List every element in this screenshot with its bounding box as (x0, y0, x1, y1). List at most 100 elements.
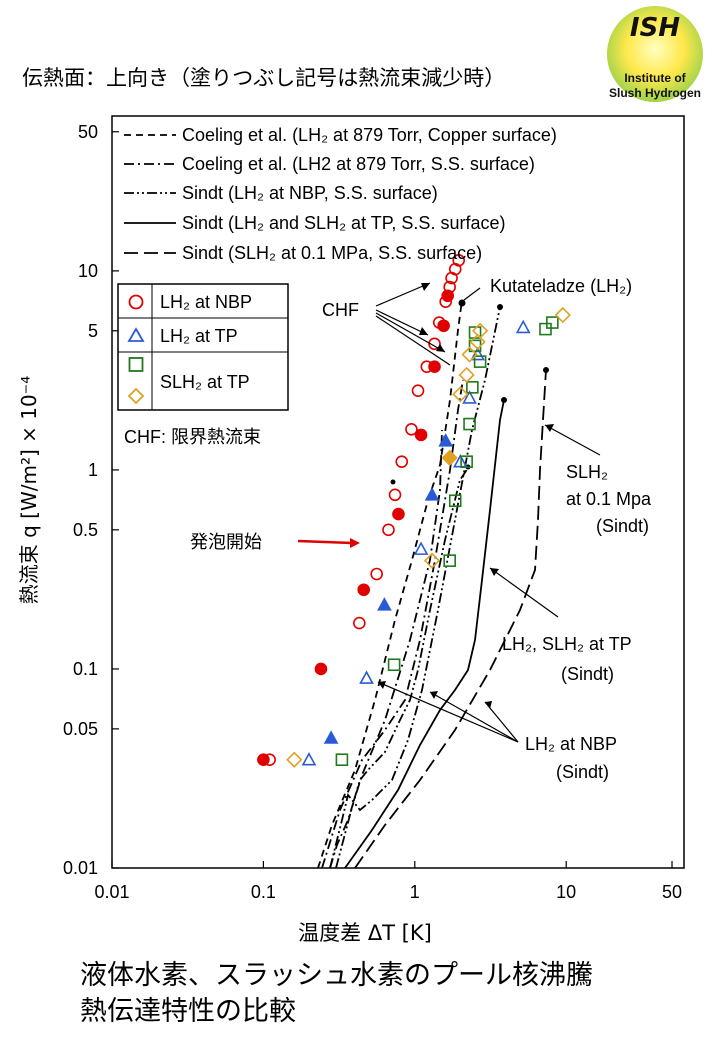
data-point-diamond (469, 333, 486, 350)
data-point-circle-filled (428, 360, 441, 374)
y-tick-label: 0.01 (63, 858, 98, 878)
chf-head-1 (421, 283, 430, 291)
data-point-circle-filled (357, 583, 371, 597)
data-point-diamond (286, 751, 303, 768)
y-tick-label: 5 (88, 321, 98, 341)
chf-arrow-3 (375, 312, 446, 353)
sindt-tp-curve (344, 399, 505, 869)
kutateladze-label: Kutateladze (LH₂) (490, 276, 632, 296)
legend-text-1: Coeling et al. (LH₂ at 879 Torr, Copper … (182, 125, 557, 145)
chf-arrow-4 (375, 315, 451, 366)
sindt-nbp-curve (329, 306, 501, 869)
sindt-nbp-end (497, 304, 503, 310)
kutateladze-point (458, 299, 466, 307)
slh2-label-2: at 0.1 Mpa (566, 489, 652, 509)
header-caption: 伝熱面：上向き（塗りつぶし記号は熱流束減少時） (22, 66, 506, 90)
curve-endpoints (390, 299, 549, 485)
y-tick-label: 0.5 (73, 520, 98, 540)
slh2-label-3: (Sindt) (596, 516, 649, 536)
slh2-head (545, 424, 554, 432)
data-point-square (387, 658, 401, 672)
nbp-label-1: LH₂ at NBP (525, 734, 617, 754)
data-point-circle (452, 254, 466, 267)
data-point-circle (411, 384, 425, 398)
chf-head-3 (436, 344, 445, 352)
data-point-circle (388, 488, 402, 502)
data-point-square (460, 455, 473, 468)
chf-head-2 (419, 327, 428, 335)
data-point-diamond (554, 306, 571, 324)
x-tick-label: 0.01 (94, 882, 129, 902)
data-point-diamond (423, 552, 441, 569)
y-tick-label: 1 (88, 460, 98, 480)
data-point-circle (382, 523, 395, 537)
nbp-arrow-3 (484, 701, 519, 743)
nbp-arrow-2 (429, 691, 519, 743)
sindt-nbp-curve-2 (335, 467, 469, 869)
tp-arrow (489, 567, 559, 618)
chf-arrow-1 (375, 282, 431, 307)
data-point-circle (370, 567, 383, 581)
y-axis-ticks: 0.01 0.05 0.1 0.5 1 5 10 50 (63, 122, 119, 878)
kutateladze-arrow (463, 287, 481, 301)
data-markers (257, 254, 571, 768)
sindt-slh2-end (543, 367, 549, 373)
data-point-circle-filled (257, 753, 270, 767)
data-point-triangle-filled (377, 597, 392, 611)
onset-label: 発泡開始 (190, 532, 262, 552)
data-point-square (443, 554, 456, 567)
nbp-label-2: (Sindt) (556, 762, 609, 782)
nbp-head-2 (430, 691, 438, 699)
nbp-head-3 (485, 701, 492, 709)
logo-emblem (607, 6, 703, 102)
x-tick-label: 0.1 (251, 882, 276, 902)
logo-line-3: Slush Hydrogen (609, 86, 701, 100)
data-point-circle-filled (437, 319, 450, 333)
footer-line-2: 熱伝達特性の比較 (80, 996, 296, 1027)
coeling-end (390, 479, 396, 485)
chf-arrow-2 (375, 309, 429, 336)
boiling-chart: 0.01 0.1 1 10 50 0.01 0.05 0.1 0.5 1 5 10 50 温度差 ΔT… (17, 115, 685, 945)
data-point-square (448, 494, 462, 508)
legend-marker-lh2-tp (127, 327, 145, 342)
footer-line-1: 液体水素、スラッシュ水素のプール核沸騰 (80, 960, 593, 991)
y-tick-label: 0.05 (63, 719, 98, 739)
data-point-circle (405, 422, 418, 436)
x-tick-label: 10 (556, 882, 576, 902)
legend-marker-slh2-orange (127, 387, 145, 405)
line-legend (124, 134, 176, 254)
data-point-diamond-filled (441, 449, 458, 466)
arrow-heads (378, 283, 554, 709)
data-point-square (463, 417, 476, 431)
coeling-ss-curve (321, 379, 464, 869)
nbp-arrow-1 (377, 681, 519, 743)
legend-text-4: Sindt (LH₂ and SLH₂ at TP, S.S. surface) (182, 213, 505, 233)
data-point-square (546, 316, 559, 329)
data-point-triangle-filled (438, 433, 454, 447)
legend-text-2: Coeling et al. (LH2 at 879 Torr, S.S. su… (182, 154, 535, 174)
tp-head (490, 568, 499, 576)
sindt-tp-end (501, 397, 507, 403)
data-point-diamond (452, 386, 469, 403)
sindt-extra-curve (329, 429, 443, 869)
onset-arrow-head (350, 538, 360, 548)
data-point-triangle-filled (424, 487, 440, 501)
slh2-label-1: SLH₂ (566, 462, 608, 482)
data-point-diamond (471, 322, 489, 339)
tp-label-1: LH₂, SLH₂ at TP (502, 634, 632, 654)
logo-title: ISH (630, 13, 680, 43)
legend-marker-slh2-green (128, 357, 144, 372)
data-point-circle (353, 616, 366, 630)
logo-line-2: Institute of (624, 71, 686, 85)
x-axis-ticks: 0.01 0.1 1 10 50 (94, 861, 682, 902)
x-tick-label: 50 (662, 882, 682, 902)
onset-arrow (297, 539, 353, 545)
data-point-diamond (461, 346, 478, 363)
tp-label-2: (Sindt) (561, 664, 614, 684)
data-point-circle-filled (392, 507, 405, 521)
data-point-circle (395, 455, 409, 468)
y-tick-label: 50 (78, 122, 98, 142)
data-point-circle-filled (414, 428, 428, 442)
footer-caption: 液体水素、スラッシュ水素のプール核沸騰 熱伝達特性の比較 (80, 958, 593, 1030)
legend-lh2-nbp: LH₂ at NBP (160, 292, 252, 312)
